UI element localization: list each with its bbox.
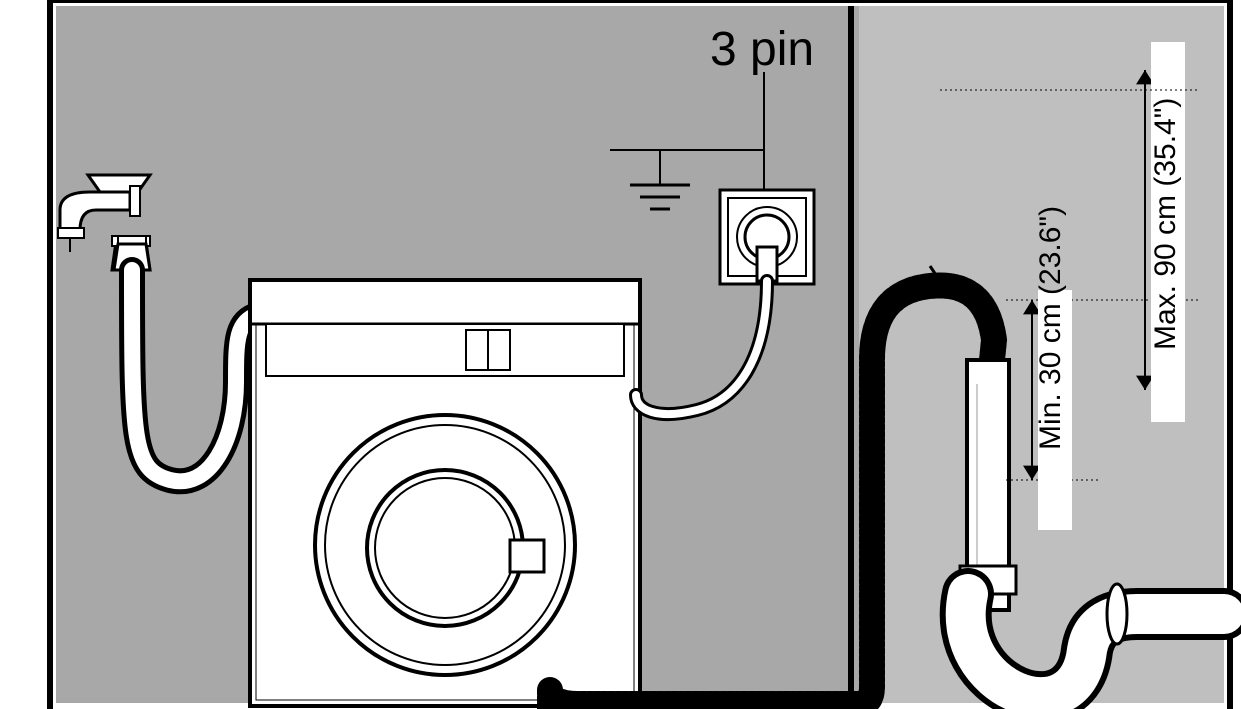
machine-door-handle (510, 540, 544, 572)
label-min-dim: Min. 30 cm (23.6") (1034, 206, 1067, 450)
label-plug: 3 pin (710, 23, 814, 76)
label-max-dim: Max. 90 cm (35.4") (1149, 98, 1182, 350)
machine-control-panel (266, 324, 624, 376)
